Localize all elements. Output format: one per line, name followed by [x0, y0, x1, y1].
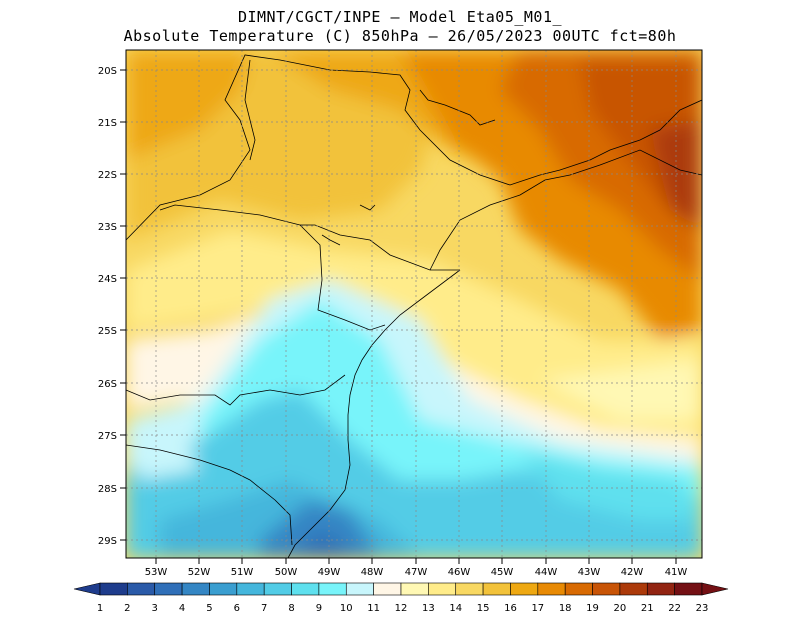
colorbar-swatch — [318, 582, 347, 596]
colorbar-label: 1 — [97, 603, 103, 614]
lat-tick-label: 25S — [98, 326, 117, 337]
map-frame — [125, 49, 703, 559]
colorbar-swatch — [209, 582, 238, 596]
colorbar-label: 13 — [422, 603, 435, 614]
colorbar-label: 18 — [559, 603, 572, 614]
colorbar-swatch — [263, 582, 292, 596]
latitude-axis: 20S 21S 22S 23S 24S 25S 26S 27S 28S 29S — [98, 66, 126, 547]
colorbar-label: 9 — [316, 603, 322, 614]
colorbar-swatch — [510, 582, 539, 596]
colorbar-label: 4 — [179, 603, 185, 614]
colorbar-label: 20 — [614, 603, 627, 614]
colorbar-label: 12 — [395, 603, 408, 614]
colorbar-label: 16 — [504, 603, 517, 614]
lat-tick-label: 23S — [98, 222, 117, 233]
colorbar-swatch — [428, 582, 457, 596]
lat-tick-label: 28S — [98, 484, 117, 495]
lon-tick-label: 53W — [145, 567, 168, 578]
colorbar-swatch — [564, 582, 593, 596]
colorbar-swatch — [373, 582, 402, 596]
colorbar-label: 21 — [641, 603, 654, 614]
lon-tick-label: 43W — [578, 567, 601, 578]
lon-tick-label: 46W — [448, 567, 471, 578]
map-title-line-1: DIMNT/CGCT/INPE – Model Eta05_M01_ — [237, 8, 563, 26]
colorbar-swatch — [236, 582, 265, 596]
colorbar-label: 3 — [152, 603, 158, 614]
lon-tick-label: 51W — [231, 567, 254, 578]
lat-tick-label: 29S — [98, 536, 117, 547]
lat-tick-label: 20S — [98, 66, 117, 77]
lon-tick-label: 52W — [188, 567, 211, 578]
lon-tick-label: 47W — [405, 567, 428, 578]
colorbar-label: 5 — [206, 603, 212, 614]
colorbar-swatch — [291, 582, 320, 596]
colorbar-label: 15 — [477, 603, 490, 614]
colorbar-swatch — [99, 582, 128, 596]
lon-tick-label: 44W — [535, 567, 558, 578]
colorbar-label: 8 — [288, 603, 294, 614]
colorbar-label: 11 — [367, 603, 380, 614]
lon-tick-label: 42W — [621, 567, 644, 578]
lon-tick-label: 49W — [318, 567, 341, 578]
colorbar-label: 6 — [234, 603, 240, 614]
colorbar-swatch — [127, 582, 156, 596]
colorbar-label: 23 — [696, 603, 709, 614]
lon-tick-label: 45W — [491, 567, 514, 578]
colorbar-label: 7 — [261, 603, 267, 614]
colorbar-label: 17 — [531, 603, 544, 614]
political-boundaries — [126, 54, 702, 558]
colorbar-arrow-low — [73, 582, 101, 596]
colorbar-swatch — [646, 582, 675, 596]
colorbar-swatch — [181, 582, 210, 596]
colorbar-swatch — [482, 582, 511, 596]
colorbar: 1 2 3 4 5 6 7 8 9 10 11 12 13 14 15 16 17 18 19 20 21 22 23 — [73, 582, 729, 614]
colorbar-label: 14 — [449, 603, 462, 614]
colorbar-swatch — [619, 582, 648, 596]
colorbar-swatch — [592, 582, 621, 596]
colorbar-label: 10 — [340, 603, 353, 614]
colorbar-swatch — [674, 582, 703, 596]
lon-tick-label: 50W — [275, 567, 298, 578]
colorbar-swatch — [345, 582, 374, 596]
lat-tick-label: 24S — [98, 274, 117, 285]
lon-tick-label: 48W — [361, 567, 384, 578]
lat-tick-label: 27S — [98, 431, 117, 442]
colorbar-swatch — [455, 582, 484, 596]
map-title-line-2: Absolute Temperature (C) 850hPa – 26/05/… — [123, 27, 677, 45]
lat-tick-label: 26S — [98, 379, 117, 390]
colorbar-label: 19 — [586, 603, 599, 614]
lat-tick-label: 21S — [98, 118, 117, 129]
colorbar-arrow-high — [701, 582, 729, 596]
colorbar-swatch — [400, 582, 429, 596]
colorbar-swatch — [537, 582, 566, 596]
temperature-field — [126, 50, 702, 558]
colorbar-label: 22 — [668, 603, 681, 614]
lon-tick-label: 41W — [665, 567, 688, 578]
map-gridlines — [126, 50, 702, 558]
colorbar-label: 2 — [124, 603, 130, 614]
colorbar-swatch — [154, 582, 183, 596]
longitude-axis: 53W 52W 51W 50W 49W 48W 47W 46W 45W 44W 43W 42W 41W — [145, 558, 688, 578]
lat-tick-label: 22S — [98, 170, 117, 181]
